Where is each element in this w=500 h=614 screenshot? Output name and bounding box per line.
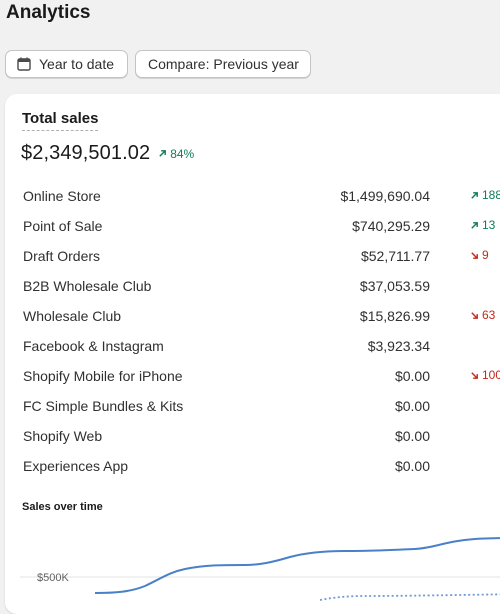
channel-row: Facebook & Instagram $3,923.34 <box>5 331 500 361</box>
y-tick-label: $500K <box>37 572 69 584</box>
previous-period-line <box>319 593 500 601</box>
channel-name: Shopify Web <box>23 428 103 444</box>
sales-over-time-chart: $500K <box>20 537 500 601</box>
total-change-badge: 84% <box>158 147 194 161</box>
channel-row: Shopify Web $0.00 <box>5 421 500 451</box>
channel-row: Wholesale Club $15,826.99 63 <box>5 301 500 331</box>
total-change-value: 84% <box>170 146 195 161</box>
channel-change: 13 <box>470 218 495 232</box>
channel-change: 188 <box>470 188 500 202</box>
channel-change-value: 13 <box>482 218 496 232</box>
channel-value: $52,711.77 <box>360 248 430 264</box>
channel-row: FC Simple Bundles & Kits $0.00 <box>5 391 500 421</box>
card-title[interactable]: Total sales <box>22 110 99 131</box>
page-title: Analytics <box>6 2 91 23</box>
channel-name: Online Store <box>23 188 101 204</box>
channel-name: Shopify Mobile for iPhone <box>23 368 183 384</box>
total-sales-value: $2,349,501.02 <box>21 142 151 164</box>
channel-name: Experiences App <box>23 458 129 474</box>
channel-change-value: 63 <box>482 308 496 322</box>
channel-change: 100 <box>470 368 500 382</box>
total-sales-card: Total sales $2,349,501.02 84% Online Sto… <box>5 94 500 614</box>
channel-value: $0.00 <box>394 428 430 444</box>
channel-name: B2B Wholesale Club <box>23 278 152 294</box>
compare-button[interactable]: Compare: Previous year <box>135 50 311 78</box>
arrow-up-right-icon <box>471 221 478 229</box>
channel-value: $37,053.59 <box>359 278 430 294</box>
channel-name: Point of Sale <box>23 218 103 234</box>
channel-value: $0.00 <box>394 398 430 414</box>
arrow-down-right-icon <box>471 371 478 379</box>
channel-value: $1,499,690.04 <box>340 188 430 204</box>
channel-name: FC Simple Bundles & Kits <box>23 398 184 414</box>
channel-value: $15,826.99 <box>359 308 430 324</box>
date-range-label: Year to date <box>39 56 114 72</box>
arrow-up-right-icon <box>159 150 167 157</box>
arrow-up-right-icon <box>471 191 478 199</box>
channel-row: Experiences App $0.00 <box>5 451 500 481</box>
channel-name: Facebook & Instagram <box>23 338 164 354</box>
arrow-down-right-icon <box>471 311 478 319</box>
channel-value: $0.00 <box>394 458 430 474</box>
channel-row: Draft Orders $52,711.77 9 <box>5 241 500 271</box>
channel-row: B2B Wholesale Club $37,053.59 <box>5 271 500 301</box>
date-range-button[interactable]: Year to date <box>5 50 128 78</box>
chart-title: Sales over time <box>22 501 103 513</box>
arrow-down-right-icon <box>471 251 478 259</box>
compare-label: Compare: Previous year <box>148 56 299 72</box>
channel-value: $740,295.29 <box>352 218 430 234</box>
channel-row: Point of Sale $740,295.29 13 <box>5 211 500 241</box>
channel-name: Wholesale Club <box>23 308 122 324</box>
channel-name: Draft Orders <box>23 248 101 264</box>
channel-row: Shopify Mobile for iPhone $0.00 100 <box>5 361 500 391</box>
current-period-line <box>94 537 500 594</box>
channel-change: 9 <box>470 248 489 262</box>
channel-change-value: 9 <box>482 248 489 262</box>
total-sales-summary: $2,349,501.02 84% <box>21 142 194 165</box>
channel-change-value: 100 <box>482 368 500 382</box>
channel-row: Online Store $1,499,690.04 188 <box>5 181 500 211</box>
channel-value: $0.00 <box>394 368 430 384</box>
channel-value: $3,923.34 <box>367 338 430 354</box>
channel-breakdown-list: Online Store $1,499,690.04 188 Point of Sal… <box>5 181 500 481</box>
channel-change: 63 <box>470 308 495 322</box>
calendar-icon <box>17 57 31 71</box>
channel-change-value: 188 <box>482 188 500 202</box>
